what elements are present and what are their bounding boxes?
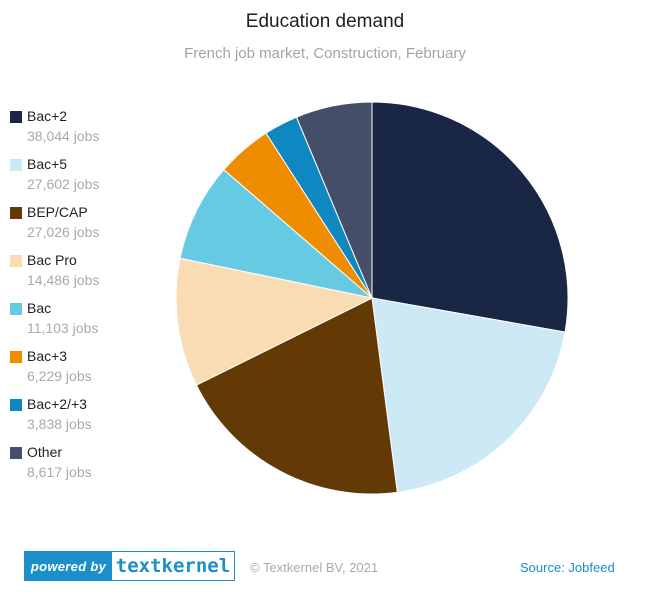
- chart-title: Education demand: [245, 11, 405, 32]
- legend-swatch: [10, 399, 22, 411]
- legend-label: Bac Pro: [27, 252, 77, 268]
- legend-swatch: [10, 351, 22, 363]
- pie-slice-bac-pro[interactable]: [175, 257, 374, 386]
- legend-item[interactable]: Bac+2/+3 3,838 jobs: [10, 396, 160, 440]
- legend-value: 11,103 jobs: [27, 320, 99, 336]
- legend-swatch: [10, 303, 22, 315]
- legend-label: Other: [27, 444, 63, 460]
- source-link[interactable]: Source: Jobfeed: [520, 560, 615, 575]
- legend-label: Bac+2: [27, 108, 68, 124]
- pie-slice-other[interactable]: [295, 101, 373, 299]
- pie-slice-bac-2[interactable]: [371, 101, 569, 333]
- legend-item[interactable]: Bac+2 38,044 jobs: [10, 108, 160, 152]
- legend-swatch: [10, 111, 22, 123]
- legend-value: 6,229 jobs: [27, 368, 92, 384]
- legend-swatch: [10, 159, 22, 171]
- chart-subtitle: French job market, Construction, Februar…: [184, 45, 466, 62]
- legend-label: Bac+2/+3: [27, 396, 87, 412]
- legend-value: 27,026 jobs: [27, 224, 100, 240]
- legend-value: 38,044 jobs: [27, 128, 100, 144]
- legend-item[interactable]: Bac Pro 14,486 jobs: [10, 252, 160, 296]
- legend-swatch: [10, 447, 22, 459]
- pie-slice-bac[interactable]: [179, 169, 374, 299]
- powered-by-label: powered by: [25, 552, 112, 580]
- legend-swatch: [10, 207, 22, 219]
- legend-item[interactable]: Bac+5 27,602 jobs: [10, 156, 160, 200]
- legend-swatch: [10, 255, 22, 267]
- textkernel-logo: textkernel: [115, 555, 231, 577]
- powered-by-badge[interactable]: powered by textkernel: [24, 551, 235, 581]
- pie-slice-bep-cap[interactable]: [195, 297, 398, 495]
- legend-item[interactable]: Other 8,617 jobs: [10, 444, 160, 488]
- legend-label: Bac+3: [27, 348, 68, 364]
- pie-slice-bac-5[interactable]: [371, 297, 566, 493]
- legend-value: 27,602 jobs: [27, 176, 100, 192]
- legend-label: BEP/CAP: [27, 204, 88, 220]
- legend-label: Bac: [27, 300, 52, 316]
- legend-item[interactable]: Bac 11,103 jobs: [10, 300, 160, 344]
- legend-value: 3,838 jobs: [27, 416, 92, 432]
- copyright-text: © Textkernel BV, 2021: [250, 560, 379, 575]
- legend-item[interactable]: Bac+3 6,229 jobs: [10, 348, 160, 392]
- legend-value: 8,617 jobs: [27, 464, 92, 480]
- legend-label: Bac+5: [27, 156, 68, 172]
- legend-item[interactable]: BEP/CAP 27,026 jobs: [10, 204, 160, 248]
- legend-value: 14,486 jobs: [27, 272, 100, 288]
